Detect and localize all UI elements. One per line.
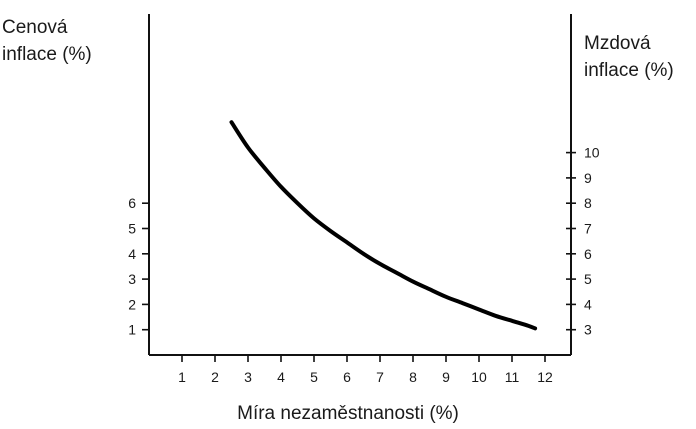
left-axis-title-line-2: inflace (%) (2, 44, 92, 65)
x-tick-label: 4 (277, 369, 285, 385)
left-y-tick-label: 1 (128, 322, 136, 338)
right-y-tick-label: 7 (584, 221, 592, 237)
x-tick-label: 1 (178, 369, 186, 385)
x-tick-label: 5 (310, 369, 318, 385)
right-y-tick-label: 10 (584, 145, 600, 161)
right-y-tick-label: 8 (584, 195, 592, 211)
x-tick-label: 11 (505, 369, 520, 385)
axes (148, 14, 572, 356)
right-axis-title: Mzdová inflace (%) (584, 30, 674, 84)
left-y-tick-label: 5 (128, 221, 136, 237)
right-y-tick-label: 3 (584, 322, 592, 338)
phillips-curve-line (229, 120, 538, 331)
left-axis-title: Cenová inflace (%) (2, 14, 92, 68)
right-y-tick-label: 4 (584, 296, 592, 312)
right-y-tick-label: 9 (584, 170, 592, 186)
right-y-tick-label: 6 (584, 246, 592, 262)
left-y-tick-label: 6 (128, 195, 136, 211)
series (229, 120, 538, 331)
left-y-tick-label: 3 (128, 271, 136, 287)
left-y-tick-label: 4 (128, 246, 136, 262)
x-tick-label: 9 (442, 369, 450, 385)
right-y-tick-label: 5 (584, 271, 592, 287)
left-axis-title-line-1: Cenová (2, 17, 68, 38)
x-tick-label: 2 (211, 369, 219, 385)
left-y-tick-label: 2 (128, 296, 136, 312)
x-tick-label: 3 (244, 369, 252, 385)
x-tick-label: 10 (471, 369, 487, 385)
x-tick-label: 8 (409, 369, 417, 385)
x-axis-title: Míra nezaměstnanosti (%) (0, 400, 696, 427)
x-tick-label: 12 (537, 369, 553, 385)
right-axis-title-line-1: Mzdová (584, 33, 651, 54)
x-tick-label: 7 (376, 369, 384, 385)
right-axis-title-line-2: inflace (%) (584, 60, 674, 81)
x-tick-label: 6 (343, 369, 351, 385)
x-axis-title-text: Míra nezaměstnanosti (%) (237, 403, 459, 424)
